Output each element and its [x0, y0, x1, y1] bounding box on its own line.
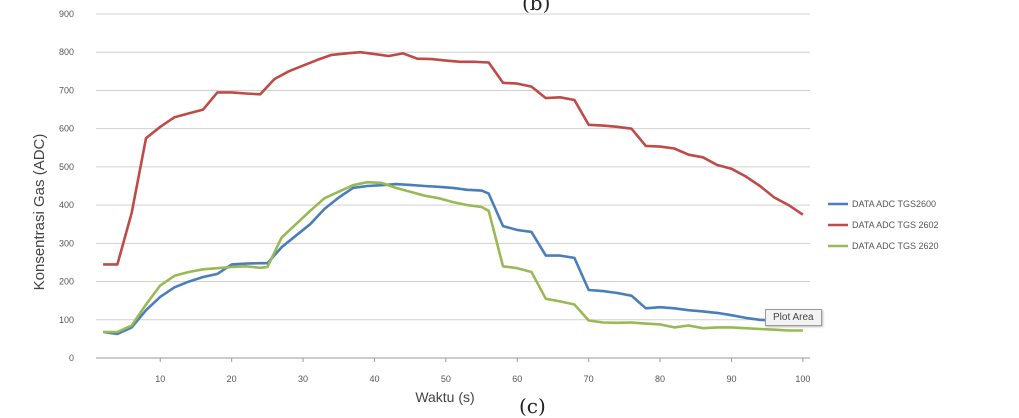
- y-tick-label-900: 900: [59, 9, 74, 19]
- x-tick-label-50: 50: [441, 374, 451, 384]
- y-tick-label-200: 200: [59, 277, 74, 287]
- x-tick-label-30: 30: [298, 374, 308, 384]
- series-line-1: [102, 182, 803, 336]
- series-line-3: [103, 180, 803, 334]
- y-tick-label-500: 500: [59, 162, 74, 172]
- x-tick-label-100: 100: [795, 374, 810, 384]
- plot-area-tooltip: Plot Area: [765, 309, 822, 326]
- y-tick-label-600: 600: [59, 124, 74, 134]
- y-tick-labels: 0 100 200 300 400 500 600 700 800 900: [59, 9, 74, 363]
- x-axis-label: Waktu (s): [415, 389, 474, 405]
- legend-label-2: DATA ADC TGS 2602: [852, 220, 939, 230]
- legend-label-1: DATA ADC TGS2600: [852, 199, 936, 209]
- series-line-2: [103, 50, 804, 266]
- x-tick-label-20: 20: [227, 374, 237, 384]
- y-tick-label-400: 400: [59, 200, 74, 210]
- y-tick-label-800: 800: [59, 47, 74, 57]
- y-tick-label-300: 300: [59, 238, 74, 248]
- gridlines: [96, 13, 810, 362]
- x-tick-label-10: 10: [155, 374, 165, 384]
- legend: DATA ADC TGS2600 DATA ADC TGS 2602 DATA AD…: [828, 199, 939, 251]
- x-tick-labels: 10 20 30 40 50 60 70 80 90 100: [155, 374, 810, 384]
- y-axis-label: Konsentrasi Gas (ADC): [31, 134, 48, 291]
- x-tick-label-70: 70: [584, 374, 594, 384]
- figure-caption-top: (b): [522, 0, 551, 15]
- x-tick-label-80: 80: [655, 374, 665, 384]
- y-tick-label-700: 700: [59, 85, 74, 95]
- series-lines: [102, 50, 804, 336]
- y-tick-label-100: 100: [59, 315, 74, 325]
- y-tick-label-0: 0: [69, 353, 74, 363]
- x-tick-label-40: 40: [369, 374, 379, 384]
- x-tick-label-60: 60: [512, 374, 522, 384]
- x-tick-label-90: 90: [726, 374, 736, 384]
- figure-caption-bottom: (c): [519, 394, 546, 418]
- legend-label-3: DATA ADC TGS 2620: [852, 241, 939, 251]
